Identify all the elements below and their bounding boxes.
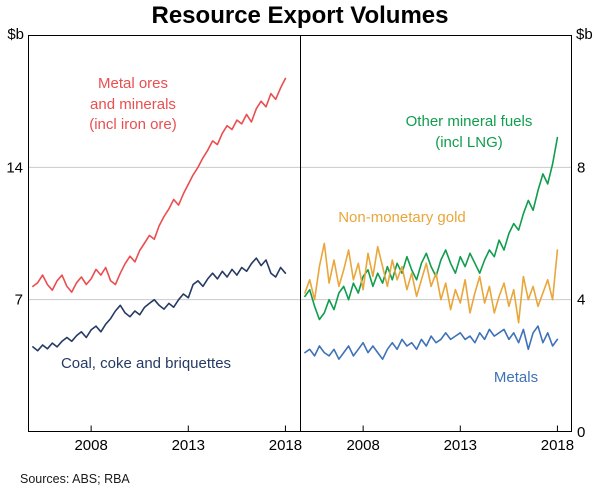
right-axis-unit-label: $b bbox=[576, 26, 593, 43]
svg-text:2013: 2013 bbox=[172, 437, 205, 454]
svg-text:7: 7 bbox=[15, 292, 23, 309]
series-label-metal-ores: Metal ores and minerals (incl iron ore) bbox=[89, 75, 177, 134]
svg-text:2018: 2018 bbox=[541, 437, 574, 454]
svg-text:2018: 2018 bbox=[269, 437, 302, 454]
line-series bbox=[304, 242, 559, 324]
line-series bbox=[304, 325, 559, 361]
series-label-coal: Coal, coke and briquettes bbox=[60, 355, 232, 372]
svg-text:0: 0 bbox=[577, 424, 585, 441]
sources-note: Sources: ABS; RBA bbox=[20, 472, 130, 486]
line-series bbox=[304, 136, 559, 321]
chart-title: Resource Export Volumes bbox=[151, 2, 449, 29]
svg-text:4: 4 bbox=[577, 292, 585, 309]
svg-text:2008: 2008 bbox=[74, 437, 107, 454]
line-series bbox=[32, 257, 287, 352]
series-label-other-mineral-fuels: Other mineral fuels (incl LNG) bbox=[405, 113, 533, 151]
left-axis-unit-label: $b bbox=[7, 26, 24, 43]
series-label-non-monetary-gold: Non-monetary gold bbox=[338, 209, 466, 226]
series-label-metals: Metals bbox=[493, 369, 539, 386]
svg-text:2008: 2008 bbox=[346, 437, 379, 454]
svg-text:2013: 2013 bbox=[444, 437, 477, 454]
svg-text:14: 14 bbox=[6, 159, 23, 176]
line-series bbox=[32, 77, 287, 293]
svg-text:8: 8 bbox=[577, 159, 585, 176]
